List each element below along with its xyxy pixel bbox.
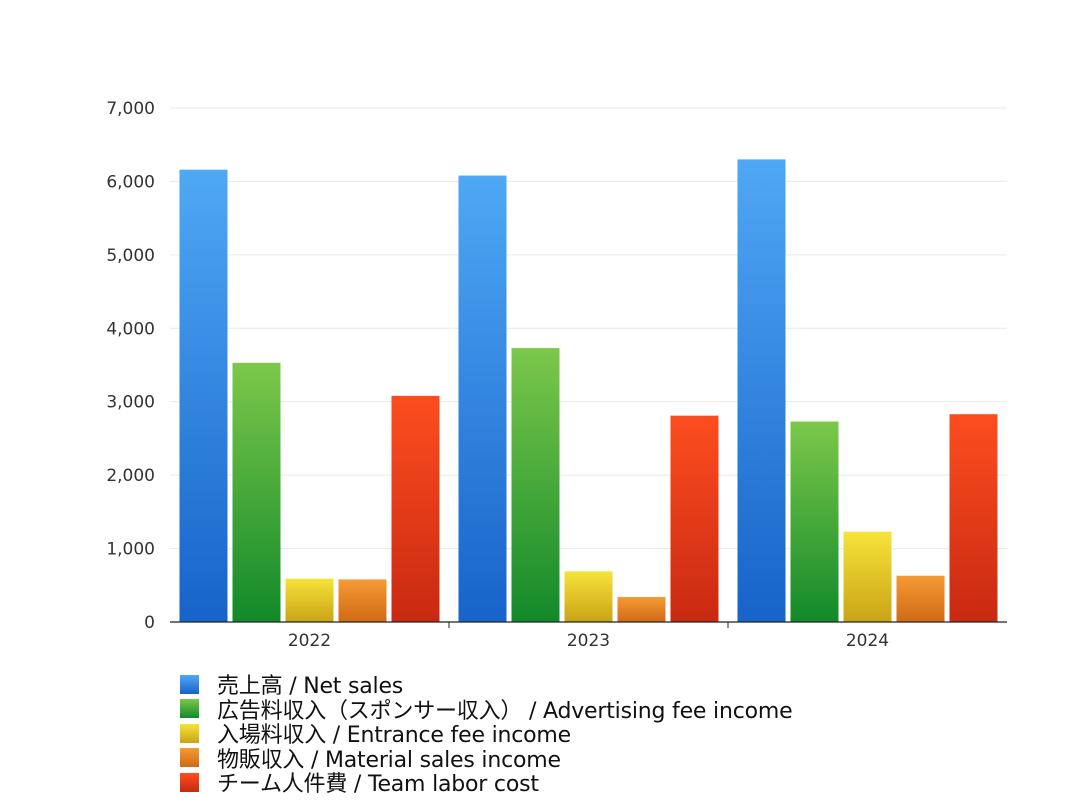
- chart-legend: 売上高 / Net sales 広告料収入（スポンサー収入） / Adverti…: [180, 672, 793, 797]
- bar-2022-series-2: [285, 578, 334, 622]
- x-tick-label-2024: 2024: [846, 631, 889, 651]
- legend-swatch-team-labor-cost: [180, 772, 199, 792]
- legend-label-team-labor-cost: チーム人件費 / Team labor cost: [217, 772, 539, 798]
- bars: [179, 159, 998, 622]
- y-tick-label-0: 0: [144, 613, 155, 633]
- bar-2022-series-4: [391, 395, 440, 622]
- legend-item-net-sales: 売上高 / Net sales: [180, 672, 792, 699]
- y-tick-label-7: 7,000: [106, 99, 155, 119]
- y-tick-label-6: 6,000: [106, 172, 155, 192]
- legend-label-material-sales-income: 物販収入 / Material sales income: [217, 747, 561, 773]
- legend-swatch-entrance-fee-income: [180, 723, 199, 743]
- bar-2023-series-2: [564, 571, 613, 622]
- x-tick-label-2022: 2022: [288, 631, 331, 651]
- bar-2022-series-1: [232, 362, 281, 622]
- x-axis: 2022 2023 2024: [170, 621, 1007, 651]
- bar-2024-series-3: [896, 575, 945, 622]
- bar-2023-series-4: [670, 415, 719, 622]
- bar-2023-series-3: [617, 597, 666, 622]
- legend-item-advertising-fee-income: 広告料収入（スポンサー収入） / Advertising fee income: [180, 697, 793, 724]
- legend-label-net-sales: 売上高 / Net sales: [217, 674, 404, 700]
- legend-swatch-advertising-fee-income: [180, 699, 199, 719]
- legend-swatch-material-sales-income: [180, 748, 199, 768]
- bar-2024-series-4: [949, 414, 998, 622]
- bar-2024-series-0: [737, 159, 786, 622]
- y-axis-ticks: 0 1,000 2,000 3,000 4,000 5,000 6,000 7,000: [106, 99, 155, 633]
- legend-item-material-sales-income: 物販収入 / Material sales income: [180, 746, 792, 773]
- legend-item-entrance-fee-income: 入場料収入 / Entrance fee income: [180, 721, 792, 748]
- x-tick-label-2023: 2023: [567, 631, 610, 651]
- legend-label-entrance-fee-income: 入場料収入 / Entrance fee income: [217, 723, 571, 749]
- bar-2023-series-0: [458, 175, 507, 622]
- y-tick-label-2: 2,000: [106, 466, 155, 486]
- bar-2024-series-1: [790, 421, 839, 622]
- bar-2024-series-2: [843, 531, 892, 622]
- y-tick-label-5: 5,000: [106, 246, 155, 266]
- grid-lines: [170, 107, 1007, 550]
- legend-swatch-net-sales: [180, 674, 199, 694]
- y-tick-label-3: 3,000: [106, 393, 155, 413]
- bar-chart: 0 1,000 2,000 3,000 4,000 5,000 6,000 7,000 202…: [106, 99, 1007, 651]
- legend-item-team-labor-cost: チーム人件費 / Team labor cost: [180, 770, 792, 797]
- y-tick-label-4: 4,000: [106, 319, 155, 339]
- legend-label-advertising-fee-income: 広告料収入（スポンサー収入） / Advertising fee income: [217, 698, 793, 724]
- bar-2023-series-1: [511, 348, 560, 622]
- y-tick-label-1: 1,000: [106, 540, 155, 560]
- bar-2022-series-3: [338, 579, 387, 622]
- bar-2022-series-0: [179, 169, 228, 622]
